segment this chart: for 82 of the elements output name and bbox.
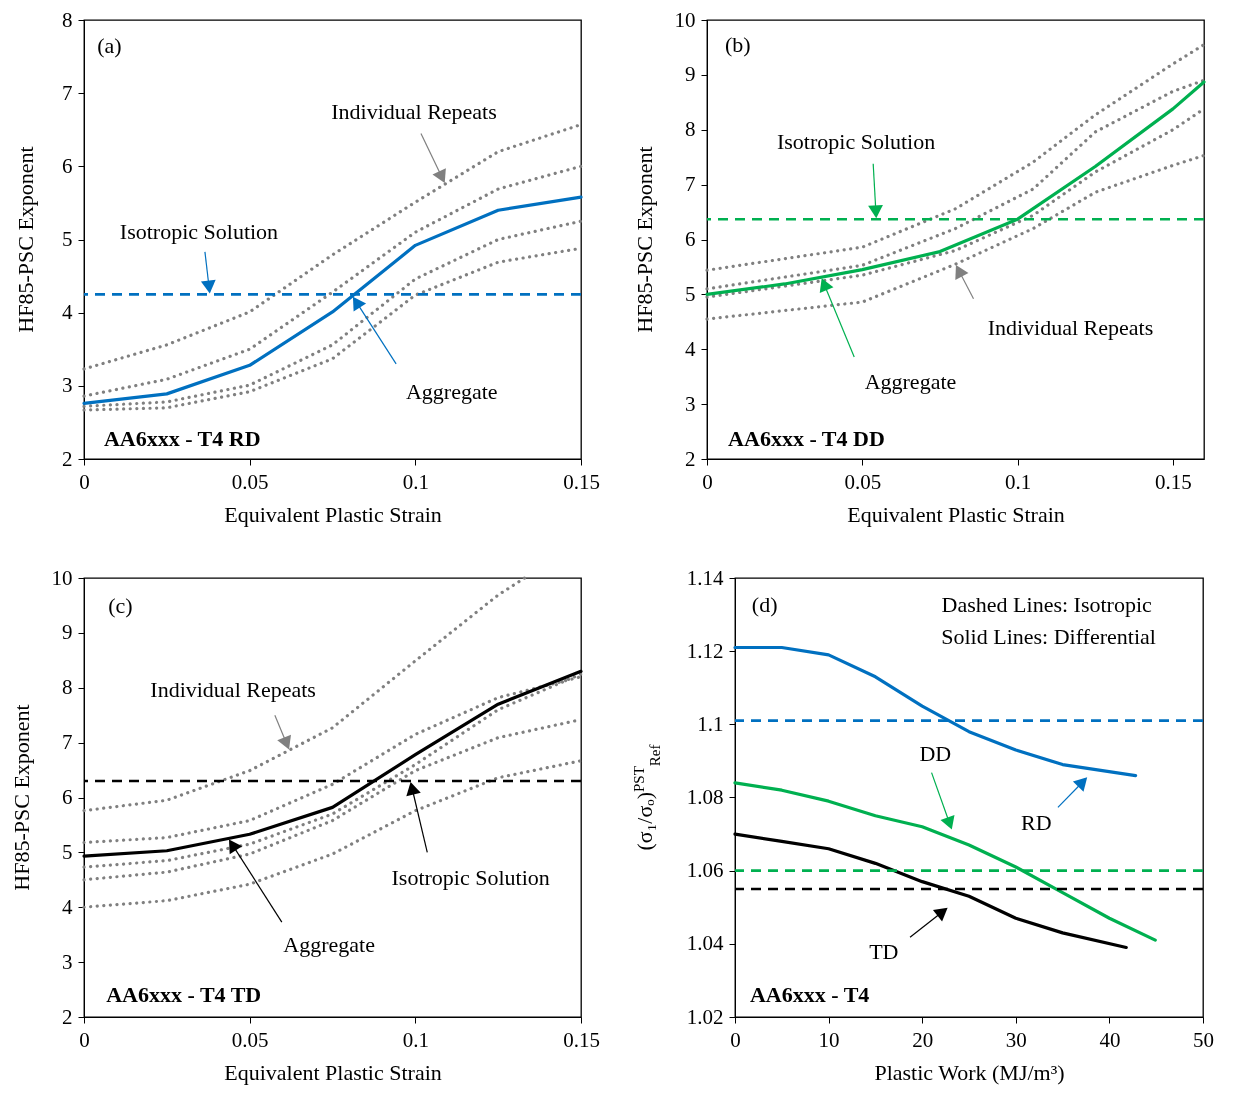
y-tick-label: 9 xyxy=(62,620,73,645)
annotation: Aggregate xyxy=(405,378,498,404)
x-axis-title: Equivalent Plastic Strain xyxy=(224,1059,442,1085)
line-series xyxy=(82,759,583,909)
y-tick-label: 7 xyxy=(62,80,73,105)
annotation: Individual Repeats xyxy=(987,314,1154,340)
x-tick-label: 0.05 xyxy=(231,1027,269,1052)
y-tick-label: 7 xyxy=(685,172,696,197)
y-tick-label: 4 xyxy=(62,894,73,919)
legend-label: RD xyxy=(1021,810,1052,836)
x-tick-label: 0 xyxy=(79,469,90,494)
x-axis-title: Equivalent Plastic Strain xyxy=(224,501,442,527)
y-tick-label: 10 xyxy=(51,565,73,590)
y-tick-label: 9 xyxy=(685,62,696,87)
y-tick-label: 4 xyxy=(685,336,696,361)
x-tick-label: 40 xyxy=(1099,1027,1121,1052)
y-tick-label: 1.08 xyxy=(686,785,724,809)
y-tick-label: 5 xyxy=(685,281,696,306)
x-tick-label: 0.15 xyxy=(563,1027,600,1052)
y-tick-label: 8 xyxy=(62,7,73,32)
x-tick-label: 10 xyxy=(818,1027,840,1052)
annotation: AA6xxx - T4 DD xyxy=(728,426,885,452)
y-tick-label: 8 xyxy=(685,117,696,142)
y-tick-label: 3 xyxy=(62,949,73,974)
y-tick-label: 7 xyxy=(62,730,73,755)
annotation: (a) xyxy=(97,32,122,58)
y-tick-label: 3 xyxy=(685,391,696,416)
y-tick-label: 6 xyxy=(62,785,73,809)
x-tick-label: 50 xyxy=(1193,1027,1214,1052)
y-tick-label: 8 xyxy=(62,675,73,700)
x-tick-label: 30 xyxy=(1005,1027,1027,1052)
annotation: AA6xxx - T4 RD xyxy=(103,426,261,452)
y-tick-label: 4 xyxy=(62,300,73,325)
annotation: Solid Lines: Differential xyxy=(941,623,1156,649)
ref-line-label: Isotropic Solution xyxy=(776,128,936,154)
x-tick-label: 0.15 xyxy=(563,469,600,494)
y-tick-label: 1.04 xyxy=(686,931,724,956)
annotation: Dashed Lines: Isotropic xyxy=(941,592,1153,618)
y-tick-label: 5 xyxy=(62,227,73,251)
y-tick-label: 10 xyxy=(674,7,696,32)
y-tick-label: 1.1 xyxy=(697,711,724,736)
annotation: Individual Repeats xyxy=(331,99,497,125)
y-axis-title: HF85-PSC Exponent xyxy=(13,146,38,333)
ref-line-label: Isotropic Solution xyxy=(119,219,279,245)
y-axis-title: HF85-PSC Exponent xyxy=(9,704,34,891)
y-tick-label: 1.06 xyxy=(686,858,724,883)
x-tick-label: 0.1 xyxy=(402,469,429,494)
annotation: (d) xyxy=(751,592,778,618)
y-tick-label: 1.02 xyxy=(686,1004,724,1029)
text: DD xyxy=(919,740,952,766)
annotation: (c) xyxy=(108,592,133,618)
line-series xyxy=(82,576,527,813)
y-tick-label: 1.14 xyxy=(686,565,724,590)
annotation: Aggregate xyxy=(864,369,957,395)
x-tick-label: 0.1 xyxy=(402,1027,429,1052)
y-tick-label: 5 xyxy=(62,839,73,864)
x-axis-title: Equivalent Plastic Strain xyxy=(847,501,1065,527)
y-tick-label: 1.12 xyxy=(686,638,724,663)
x-tick-label: 0.05 xyxy=(231,469,269,494)
x-tick-label: 0 xyxy=(702,469,713,494)
y-tick-label: 3 xyxy=(62,373,73,398)
y-tick-label: 2 xyxy=(62,1004,73,1029)
x-tick-label: 0.05 xyxy=(844,469,882,494)
annotation: AA6xxx - T4 TD xyxy=(106,982,262,1008)
x-axis-title: Plastic Work (MJ/m³) xyxy=(874,1059,1065,1085)
y-tick-label: 6 xyxy=(685,227,696,251)
y-axis-title: HF85-PSC Exponent xyxy=(632,146,657,333)
annotation: (b) xyxy=(725,32,751,58)
ref-line-label: Isotropic Solution xyxy=(391,865,550,891)
y-tick-label: 2 xyxy=(62,446,73,471)
line-series xyxy=(705,153,1206,321)
annotation: Individual Repeats xyxy=(150,677,316,703)
x-tick-label: 20 xyxy=(912,1027,934,1052)
text: TD xyxy=(869,939,899,965)
annotation: Aggregate xyxy=(283,932,375,958)
x-tick-label: 0 xyxy=(79,1027,90,1052)
y-tick-label: 6 xyxy=(62,153,73,178)
y-tick-label: 2 xyxy=(685,446,696,471)
x-tick-label: 0.15 xyxy=(1155,469,1192,494)
x-tick-label: 0 xyxy=(730,1027,741,1052)
annotation: AA6xxx - T4 xyxy=(749,982,870,1008)
x-tick-label: 0.1 xyxy=(1005,469,1032,494)
